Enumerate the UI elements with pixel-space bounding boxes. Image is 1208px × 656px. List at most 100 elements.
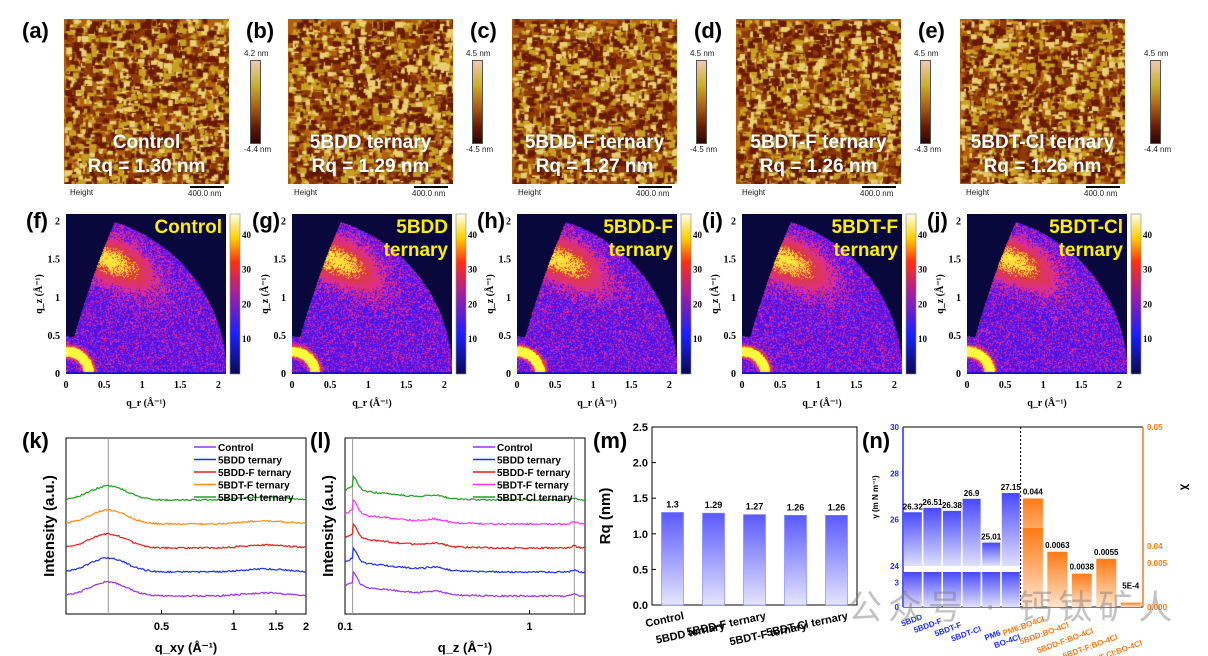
colorbar-min-label: -4.4 nm xyxy=(244,145,272,154)
series-line xyxy=(344,546,586,574)
bar xyxy=(825,514,848,606)
giwaxs-sample-label: 5BDT-Cl ternary xyxy=(1049,216,1123,262)
chi-bar xyxy=(1096,558,1117,607)
x-tick-label: 1.5 xyxy=(625,380,638,391)
afm-colorbar xyxy=(472,60,483,144)
y-tick-label: 1.5 xyxy=(274,255,287,266)
scale-bar-label: 400.0 nm xyxy=(412,189,446,198)
colorbar-min-label: -4.5 nm xyxy=(690,145,718,154)
scale-bar xyxy=(1086,186,1120,188)
legend-label: 5BDT-F ternary xyxy=(218,481,290,492)
colorbar-tick-label: 30 xyxy=(1143,265,1153,275)
surface-tension-bar-lower xyxy=(923,572,942,607)
afm-height-image: 5BDD ternary Rq = 1.29 nm xyxy=(288,19,453,184)
panel-label-h: (h) xyxy=(477,208,506,233)
y-tick-label: 2 xyxy=(506,217,511,228)
giwaxs-pattern xyxy=(292,214,452,374)
y-tick-label: 2 xyxy=(731,217,736,228)
giwaxs-colorbar xyxy=(680,213,692,375)
x-tick-label: 2 xyxy=(892,380,897,391)
surface-tension-bar-lower xyxy=(1001,572,1020,607)
sample-line-2: ternary xyxy=(833,240,898,261)
giwaxs-colorbar xyxy=(1130,213,1142,375)
colorbar-tick-label: 30 xyxy=(918,265,928,275)
x-tick-label: 1.5 xyxy=(850,380,863,391)
x-tick-label: 1.5 xyxy=(400,380,413,391)
right-tick-label: 0.04 xyxy=(1147,542,1163,551)
afm-rq-value: Rq = 1.29 nm xyxy=(311,156,430,177)
giwaxs-sample-label: Control xyxy=(154,216,222,239)
left-tick-label: 3 xyxy=(895,578,900,587)
panel-label-i: (i) xyxy=(702,208,723,233)
bar-value-label: 25.01 xyxy=(981,533,1002,542)
afm-height-label: Height xyxy=(742,188,766,197)
bar-value-label: 1.26 xyxy=(787,502,805,512)
y-tick-label: 0.5 xyxy=(499,331,512,342)
y-tick-label: 0 xyxy=(55,369,60,380)
x-tick-label: 0 xyxy=(515,380,520,391)
giwaxs-colorbar xyxy=(905,213,917,375)
giwaxs-axes: 0 0.5 1 1.5 200.511.52q_r (Å⁻¹)q_z (Å⁻¹)1020… xyxy=(33,213,252,409)
legend-label: 5BDT-Cl ternary xyxy=(497,493,573,504)
afm-height-image: 5BDT-Cl ternary Rq = 1.26 nm xyxy=(960,19,1125,184)
legend-label: 5BDD ternary xyxy=(497,456,561,467)
x-tick-label: 2 xyxy=(667,380,672,391)
colorbar-max-label: 4.2 nm xyxy=(244,49,269,58)
giwaxs-axes: 0 0.5 1 1.5 200.511.52q_r (Å⁻¹)q_z (Å⁻¹)1020… xyxy=(934,213,1153,409)
y-tick-label: 0.5 xyxy=(633,564,648,576)
plot-frame xyxy=(65,437,307,615)
giwaxs-pattern xyxy=(517,214,677,374)
y-axis-label: q_z (Å⁻¹) xyxy=(709,274,721,314)
x-tick-label: 0 xyxy=(965,380,970,391)
x-axis-label: q_z (Å⁻¹) xyxy=(438,640,493,655)
colorbar-min-label: -4.4 nm xyxy=(1144,145,1172,154)
colorbar-tick-label: 30 xyxy=(242,265,252,275)
series-line xyxy=(344,522,586,550)
afm-height-label: Height xyxy=(294,188,318,197)
legend-label: 5BDT-F ternary xyxy=(497,481,569,492)
surface-tension-bar-lower xyxy=(943,572,961,607)
colorbar-tick-label: 20 xyxy=(1143,299,1153,309)
surface-tension-bar xyxy=(1001,493,1020,566)
y-tick-label: 0 xyxy=(956,369,961,380)
panel-label-g: (g) xyxy=(252,208,281,233)
afm-height-image: 5BDT-F ternary Rq = 1.26 nm xyxy=(736,19,901,184)
giwaxs-pattern xyxy=(742,214,902,374)
y-tick-label: 1.5 xyxy=(499,255,512,266)
scale-bar xyxy=(190,186,224,188)
x-tick-label: 0 xyxy=(740,380,745,391)
scale-bar-label: 400.0 nm xyxy=(1084,189,1118,198)
watermark: 公众号 · 钙钛矿人 xyxy=(848,588,1179,628)
category-label: 5BDT-Cl ternary xyxy=(765,610,850,639)
chi-bar xyxy=(1120,602,1141,607)
legend-label: Control xyxy=(497,443,533,454)
x-tick-label: 1 xyxy=(591,380,596,391)
afm-sample-name: Control xyxy=(112,132,181,153)
y-tick-label: 0 xyxy=(281,369,286,380)
x-tick-label: 0.5 xyxy=(324,380,337,391)
afm-height-label: Height xyxy=(70,188,94,197)
y-tick-label: 1.5 xyxy=(633,493,648,505)
x-tick-label: 1 xyxy=(231,621,237,633)
panel-label-l: (l) xyxy=(310,428,331,453)
colorbar-tick-label: 40 xyxy=(468,230,478,240)
chart-l: 0.1 1 q_z (Å⁻¹) Intensity (a.u.) Control 5BDD… xyxy=(320,437,586,655)
afm-rq-value: Rq = 1.30 nm xyxy=(87,156,206,177)
colorbar-tick-label: 20 xyxy=(918,299,928,309)
y-tick-label: 1.5 xyxy=(48,255,61,266)
y-tick-label: 0.5 xyxy=(274,331,287,342)
scale-bar-label: 400.0 nm xyxy=(188,189,222,198)
bar-value-label: 0.0055 xyxy=(1094,548,1119,557)
x-tick-label: 2 xyxy=(216,380,221,391)
scale-bar-label: 400.0 nm xyxy=(860,189,894,198)
chi-bar xyxy=(1071,573,1092,607)
colorbar-tick-label: 10 xyxy=(693,334,703,344)
sample-line-1: Control xyxy=(154,217,222,238)
panel-label-b: (b) xyxy=(246,18,275,43)
x-tick-label: 1.5 xyxy=(1075,380,1088,391)
left-tick-label: 30 xyxy=(890,423,899,432)
y-tick-label: 1 xyxy=(281,293,286,304)
giwaxs-colorbar xyxy=(455,213,467,375)
y-tick-label: 1 xyxy=(731,293,736,304)
left-tick-label: 24 xyxy=(890,562,899,571)
